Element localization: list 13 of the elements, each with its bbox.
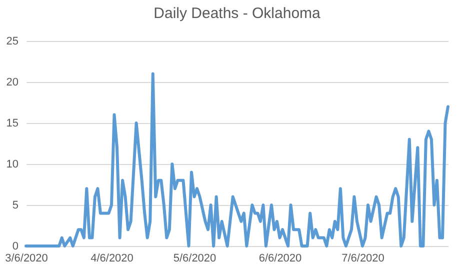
x-tick-label: 4/6/2020 <box>90 252 134 264</box>
y-tick-label: 20 <box>6 76 18 88</box>
chart-title: Daily Deaths - Oklahoma <box>154 5 322 22</box>
line-series <box>24 72 450 248</box>
y-tick-label: 15 <box>6 118 18 130</box>
y-tick-label: 10 <box>6 158 18 170</box>
x-tick-label: 3/6/2020 <box>5 252 48 264</box>
y-tick-label: 5 <box>12 200 18 212</box>
x-tick-label: 5/6/2020 <box>173 252 216 264</box>
x-tick-label: 6/6/2020 <box>258 252 302 264</box>
y-tick-label: 25 <box>6 36 18 48</box>
x-tick-label: 7/6/2020 <box>342 252 384 264</box>
y-tick-label: 0 <box>12 240 18 252</box>
